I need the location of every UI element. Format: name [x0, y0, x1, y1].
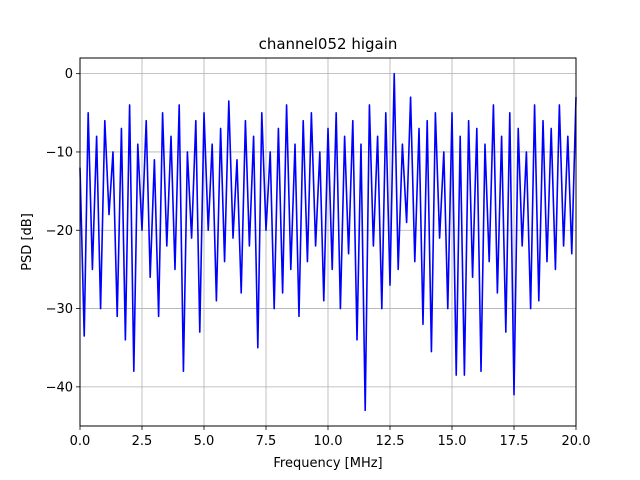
x-tick-label: 0.0 [70, 434, 91, 449]
y-tick-label: −10 [46, 145, 73, 160]
y-tick-label: −20 [46, 224, 73, 239]
x-axis-label: Frequency [MHz] [273, 456, 382, 471]
psd-series-line [79, 72, 577, 412]
x-tick-label: 2.5 [132, 434, 153, 449]
x-tick-label: 12.5 [376, 434, 405, 449]
plot-area [79, 72, 577, 412]
x-tick-label: 10.0 [314, 434, 343, 449]
x-tick-label: 20.0 [562, 434, 591, 449]
x-tick-label: 5.0 [194, 434, 215, 449]
y-tick-label: 0 [65, 67, 73, 82]
x-tick-label: 7.5 [256, 434, 277, 449]
x-tick-label: 17.5 [500, 434, 529, 449]
ticks: 0.0 2.5 5.0 7.5 10.0 12.5 15.0 17.5 20.0 0 −10 −20 −… [46, 67, 591, 449]
y-axis-label: PSD [dB] [20, 213, 35, 271]
grid [79, 58, 577, 426]
x-tick-label: 15.0 [438, 434, 467, 449]
chart-title: channel052 higain [259, 35, 398, 53]
y-tick-label: −40 [46, 380, 73, 395]
y-tick-label: −30 [46, 302, 73, 317]
